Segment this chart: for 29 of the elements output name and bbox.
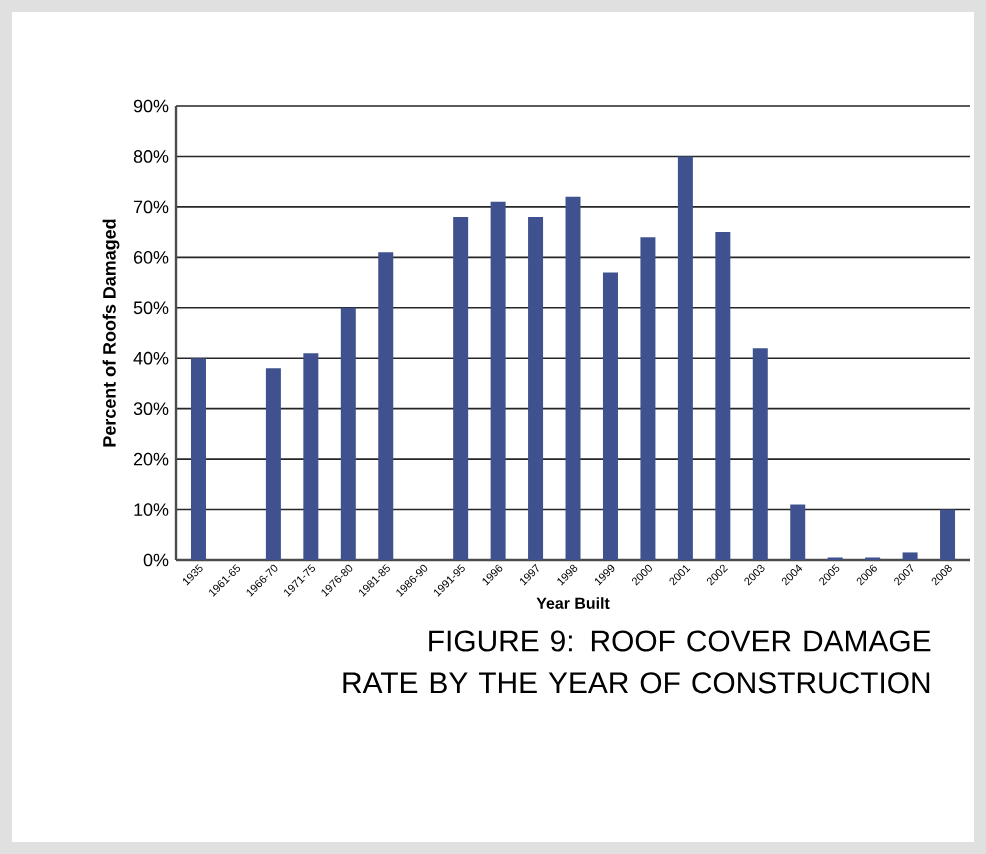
bar	[528, 216, 544, 560]
bar	[790, 504, 806, 560]
y-tick-label: 10%	[134, 503, 169, 516]
bar	[378, 252, 394, 560]
bar	[565, 196, 581, 560]
bar	[602, 272, 618, 560]
bar	[752, 348, 768, 560]
y-tick-label: 70%	[133, 200, 169, 214]
bar	[453, 216, 469, 560]
bar	[677, 156, 693, 560]
bar	[640, 237, 656, 560]
y-tick-label: 60%	[133, 250, 169, 264]
y-tick-label: 90%	[133, 99, 169, 113]
y-tick-label: 20%	[133, 452, 169, 466]
bar	[265, 368, 281, 560]
y-tick-label: 80%	[133, 150, 169, 163]
y-tick-label: 50%	[133, 301, 169, 315]
y-axis-title: Percent of Roofs Damaged	[102, 219, 120, 447]
bar	[940, 509, 956, 560]
bar	[902, 552, 918, 560]
bar	[715, 232, 731, 560]
bar	[490, 201, 506, 560]
bar	[190, 358, 206, 560]
bar	[340, 307, 356, 560]
y-tick-label: 30%	[133, 402, 169, 416]
y-tick-label: 40%	[133, 351, 169, 365]
text: FIGURE 9: ROOF COVER DAMAGE RATE BY THE YEAR OF CONSTRUCTION	[343, 630, 931, 694]
y-tick-label: 0%	[143, 553, 169, 567]
bar	[303, 353, 319, 560]
